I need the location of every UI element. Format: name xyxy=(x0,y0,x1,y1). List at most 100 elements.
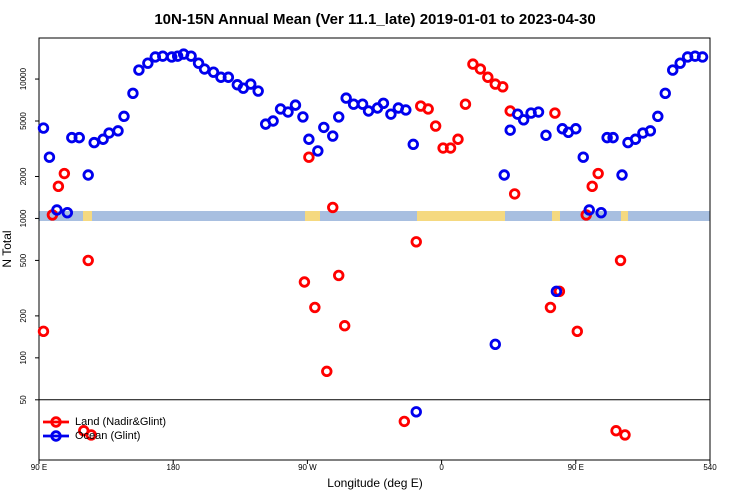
point xyxy=(410,406,422,418)
point xyxy=(601,131,613,144)
point xyxy=(58,167,71,180)
point xyxy=(429,120,442,132)
point xyxy=(171,50,184,62)
point xyxy=(400,104,412,116)
point xyxy=(312,145,324,157)
point xyxy=(619,429,631,441)
point xyxy=(517,114,530,126)
point xyxy=(118,110,130,123)
point xyxy=(362,105,375,117)
point xyxy=(614,254,627,267)
legend-marker xyxy=(50,416,62,428)
point xyxy=(82,254,94,267)
point xyxy=(592,167,604,180)
point xyxy=(549,107,561,119)
point xyxy=(198,63,211,75)
point xyxy=(127,87,139,100)
point xyxy=(85,429,97,441)
point xyxy=(282,106,294,118)
point xyxy=(37,325,50,338)
y-tick-label: 5000 xyxy=(19,112,28,130)
point xyxy=(504,124,516,136)
y-axis-label: N Total xyxy=(0,230,14,267)
point xyxy=(577,151,589,163)
y-tick-label: 500 xyxy=(19,253,28,267)
point xyxy=(157,50,169,62)
point xyxy=(498,169,510,181)
point xyxy=(444,142,457,154)
x-axis-label: Longitude (deg E) xyxy=(327,476,422,490)
point xyxy=(207,66,220,78)
point xyxy=(103,127,115,139)
legend-marker xyxy=(50,430,62,442)
point xyxy=(571,325,583,338)
x-tick-label: 90 E xyxy=(568,463,584,472)
point xyxy=(407,138,419,151)
point xyxy=(112,125,124,137)
point xyxy=(166,51,178,63)
y-tick-label: 100 xyxy=(19,351,28,365)
point xyxy=(497,81,509,93)
point xyxy=(333,111,345,123)
point xyxy=(340,92,352,104)
point xyxy=(88,136,100,149)
point xyxy=(652,110,664,123)
legend-label: Ocean (Glint) xyxy=(75,430,140,442)
point xyxy=(252,85,264,97)
point xyxy=(303,151,315,163)
point xyxy=(333,269,345,282)
point xyxy=(385,108,397,120)
point xyxy=(586,180,598,193)
point xyxy=(422,103,434,115)
point xyxy=(667,64,679,76)
point xyxy=(377,97,390,109)
point xyxy=(467,58,479,70)
point xyxy=(297,111,309,123)
point xyxy=(610,425,622,437)
point xyxy=(327,130,339,142)
point xyxy=(540,129,552,141)
point xyxy=(133,64,145,76)
point xyxy=(489,338,501,351)
point xyxy=(61,206,74,219)
point xyxy=(142,57,154,69)
x-tick-label: 180 xyxy=(167,463,181,472)
point xyxy=(410,236,422,248)
point xyxy=(73,131,85,144)
point xyxy=(222,71,235,83)
point xyxy=(192,57,205,69)
x-tick-label: 90 E xyxy=(31,463,47,472)
point xyxy=(267,115,279,127)
point xyxy=(43,151,56,163)
x-tick-label: 90 W xyxy=(298,463,317,472)
point xyxy=(309,301,321,314)
point xyxy=(303,133,315,145)
point xyxy=(398,415,411,428)
point xyxy=(452,133,464,145)
point xyxy=(185,50,197,62)
point xyxy=(696,51,709,63)
point xyxy=(298,276,311,288)
y-tick-label: 2000 xyxy=(19,167,28,185)
y-tick-label: 10000 xyxy=(19,67,28,90)
point xyxy=(245,78,257,90)
land-mask-band xyxy=(39,211,710,221)
point xyxy=(616,169,628,181)
point xyxy=(321,365,333,378)
point xyxy=(544,301,557,314)
point xyxy=(356,98,369,110)
point xyxy=(674,57,686,69)
y-tick-label: 50 xyxy=(19,395,28,404)
point xyxy=(644,125,657,137)
legend-label: Land (Nadir&Glint) xyxy=(75,416,166,428)
point xyxy=(97,133,109,145)
point xyxy=(550,285,563,298)
point xyxy=(508,188,521,200)
point xyxy=(37,122,50,134)
point xyxy=(459,98,472,110)
point xyxy=(607,131,619,144)
point xyxy=(629,133,642,145)
point xyxy=(347,98,360,110)
point xyxy=(595,206,607,219)
